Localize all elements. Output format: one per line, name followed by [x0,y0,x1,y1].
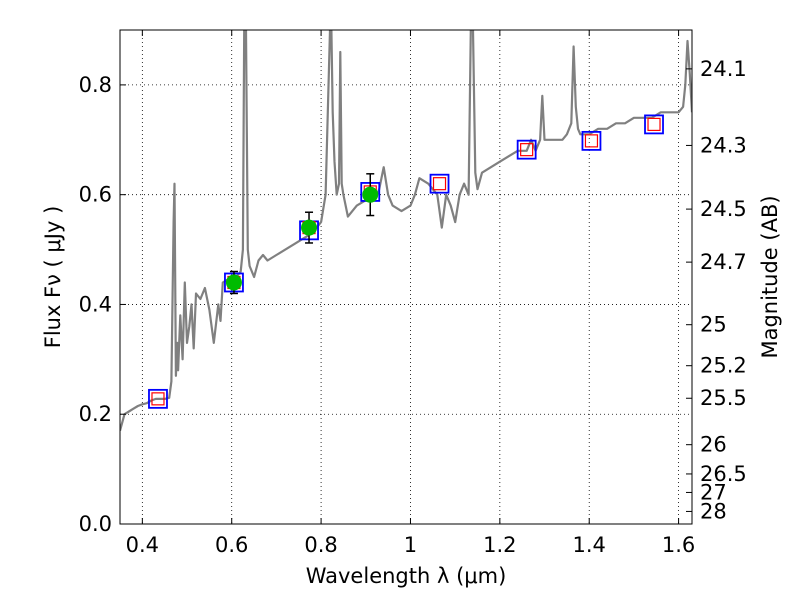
right-tick-label: 24.7 [700,250,747,274]
right-axis-title: Magnitude (AB) [758,195,782,358]
observed-flux-point [225,274,242,291]
y-tick-label: 0.6 [79,183,112,207]
x-tick-label: 1 [404,533,417,557]
right-tick-label: 25.5 [700,386,747,410]
x-axis-title: Wavelength λ (μm) [306,564,507,588]
model-photometry-marker [516,139,537,160]
x-tick-label: 0.8 [304,533,337,557]
model-photometry-marker [581,130,602,151]
plot-frame [119,29,693,525]
predicted-flux-marker [432,177,447,191]
x-tick-label: 1.4 [573,533,606,557]
right-tick-label: 26 [700,433,727,457]
model-photometry-marker [148,388,168,409]
predicted-flux-marker [584,134,599,148]
observed-flux-point [301,219,318,236]
y-tick-label: 0.8 [79,73,112,97]
x-tick-label: 0.4 [126,533,159,557]
right-tick-label: 26.5 [700,462,747,486]
model-photometry-marker [429,173,450,194]
sed-model-line [120,30,692,431]
model-photometry-marker [644,114,664,135]
x-tick-label: 0.6 [215,533,248,557]
observed-flux-point [362,186,379,203]
right-tick-label: 25.2 [700,354,747,378]
right-tick-label: 27 [700,480,727,504]
x-tick-label: 1.6 [662,533,695,557]
y-axis-title: Flux Fν ( μJy ) [41,206,65,349]
data-layer [120,30,692,431]
y-tick-label: 0.2 [79,402,112,426]
x-tick-label: 1.2 [483,533,516,557]
right-tick-label: 24.5 [700,197,747,221]
right-tick-label: 28 [700,499,727,523]
tick-layer: 0.4 0.6 0.8 1 1.2 1.4 1.6 0.0 0.2 0.4 0.6 0.8 24.1 24… [79,30,747,557]
predicted-flux-marker [647,117,661,132]
y-tick-label: 0.4 [79,292,112,316]
y-tick-label: 0.0 [79,512,112,536]
right-tick-label: 24.1 [700,57,747,81]
plot-background [120,30,692,524]
predicted-flux-marker [151,392,165,406]
right-tick-label: 24.3 [700,133,747,157]
predicted-flux-marker [520,143,534,157]
right-tick-label: 25 [700,313,727,337]
